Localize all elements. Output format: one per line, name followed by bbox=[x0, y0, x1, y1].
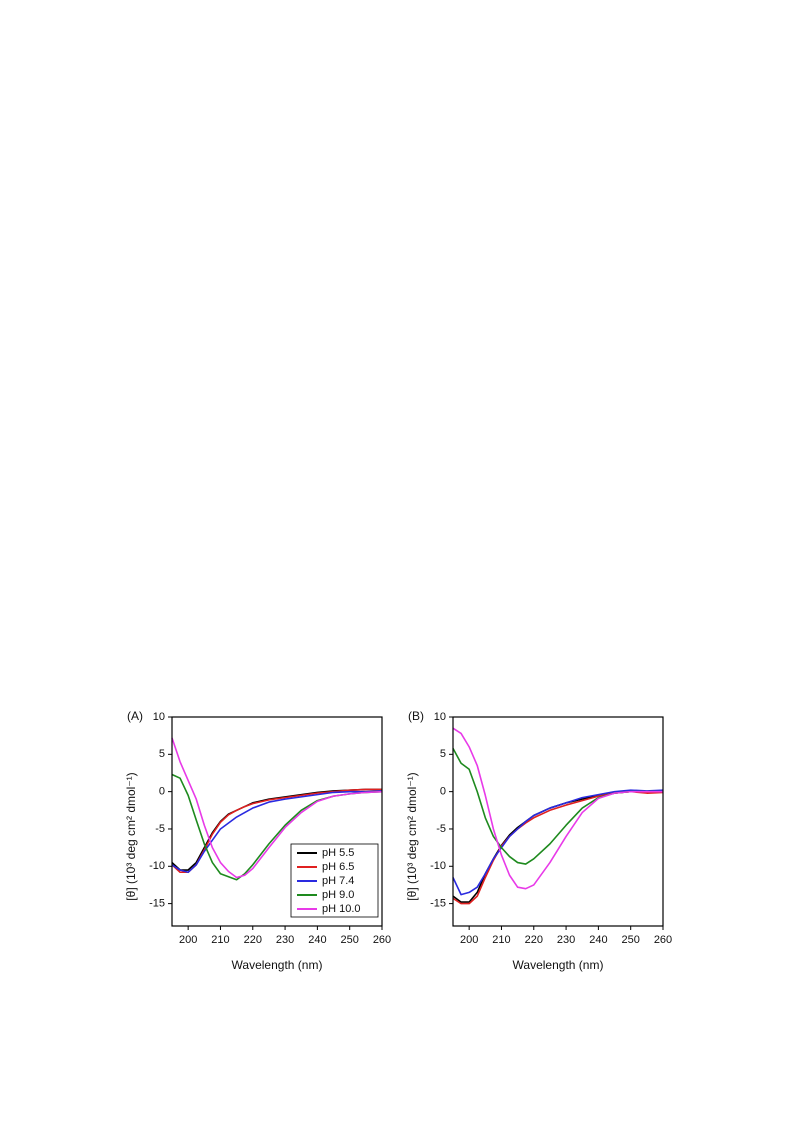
x-tick-label: 230 bbox=[276, 934, 294, 946]
x-tick-label: 240 bbox=[308, 934, 326, 946]
legend-label: pH 5.5 bbox=[322, 847, 354, 859]
x-tick-label: 210 bbox=[211, 934, 229, 946]
y-tick-label: -5 bbox=[155, 823, 165, 835]
y-tick-label: 10 bbox=[153, 711, 165, 723]
x-tick-label: 210 bbox=[492, 934, 510, 946]
legend-label: pH 9.0 bbox=[322, 889, 354, 901]
x-tick-label: 220 bbox=[244, 934, 262, 946]
x-tick-label: 230 bbox=[557, 934, 575, 946]
x-axis-label: Wavelength (nm) bbox=[232, 958, 323, 972]
y-tick-label: 5 bbox=[159, 748, 165, 760]
x-tick-label: 220 bbox=[525, 934, 543, 946]
chart-title: (A) bbox=[127, 709, 143, 723]
x-tick-label: 240 bbox=[589, 934, 607, 946]
y-tick-label: -5 bbox=[436, 823, 446, 835]
data-line bbox=[452, 789, 664, 896]
y-tick-label: 10 bbox=[434, 711, 446, 723]
x-axis-label: Wavelength (nm) bbox=[513, 958, 604, 972]
y-tick-label: -10 bbox=[430, 860, 446, 872]
data-line bbox=[171, 790, 383, 874]
x-tick-label: 250 bbox=[341, 934, 359, 946]
plot-frame bbox=[171, 716, 383, 927]
data-line bbox=[171, 737, 383, 879]
y-tick-label: -15 bbox=[149, 898, 165, 910]
y-tick-label: 0 bbox=[159, 786, 165, 798]
y-tick-label: 5 bbox=[440, 748, 446, 760]
data-line bbox=[452, 790, 664, 905]
y-tick-label: -10 bbox=[149, 860, 165, 872]
y-axis-label: [θ] (10³ deg cm² dmol⁻¹) bbox=[405, 772, 419, 900]
plot-frame bbox=[452, 716, 664, 927]
y-tick-label: 0 bbox=[440, 786, 446, 798]
x-tick-label: 260 bbox=[373, 934, 391, 946]
legend-label: pH 10.0 bbox=[322, 903, 361, 915]
data-line bbox=[452, 727, 663, 890]
legend-label: pH 7.4 bbox=[322, 875, 354, 887]
y-tick-label: -15 bbox=[430, 898, 446, 910]
x-tick-label: 200 bbox=[179, 934, 197, 946]
chart-title: (B) bbox=[408, 709, 424, 723]
x-tick-label: 200 bbox=[460, 934, 478, 946]
legend-label: pH 6.5 bbox=[322, 861, 354, 873]
y-axis-label: [θ] (10³ deg cm² dmol⁻¹) bbox=[124, 772, 138, 900]
x-tick-label: 250 bbox=[622, 934, 640, 946]
x-tick-label: 260 bbox=[654, 934, 672, 946]
